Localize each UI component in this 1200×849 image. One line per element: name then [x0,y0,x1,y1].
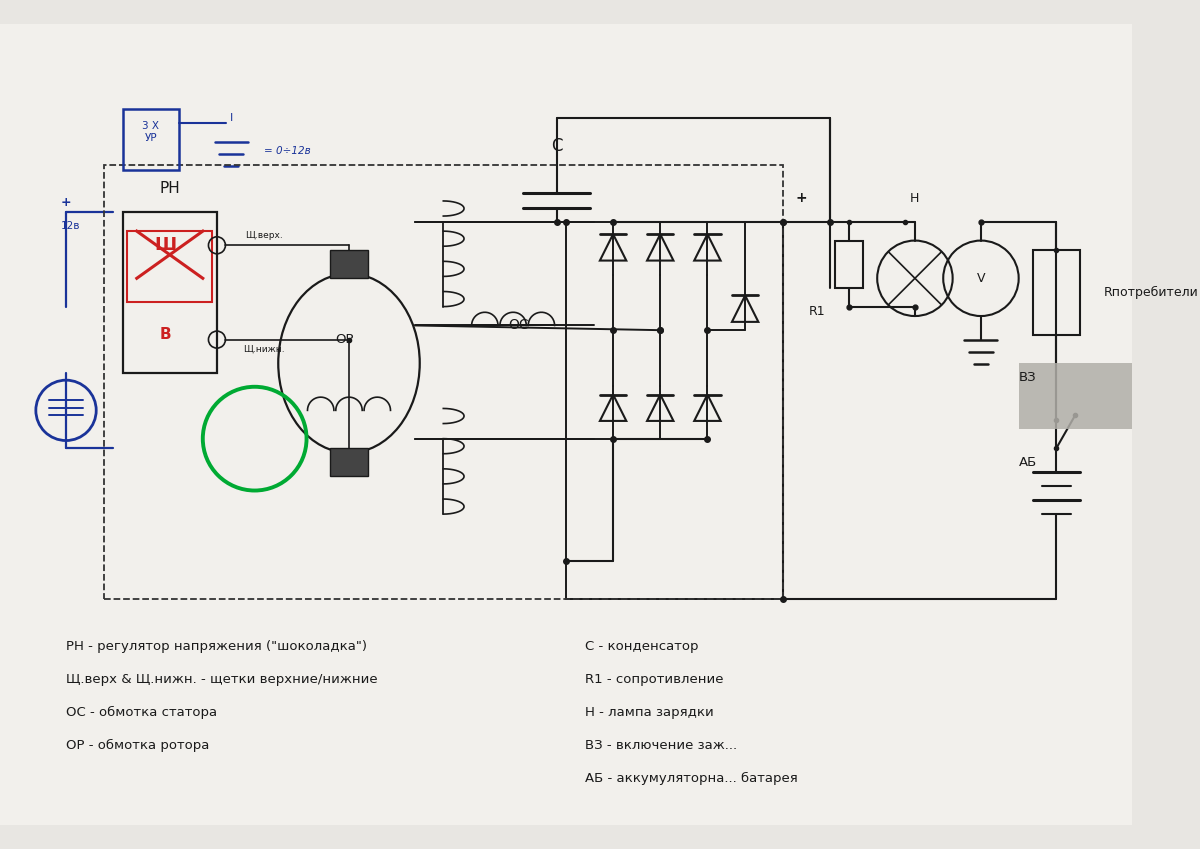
Bar [122,109,179,170]
Text: АБ: АБ [1019,456,1037,469]
Text: V: V [977,272,985,284]
Text: Rпотребители: Rпотребители [1104,286,1199,299]
Bar [330,250,368,278]
Text: РН: РН [160,181,180,196]
Text: ОР - обмотка ротора: ОР - обмотка ротора [66,739,210,751]
Text: ВЗ - включение заж...: ВЗ - включение заж... [584,739,737,751]
Text: Щ.верх.: Щ.верх. [245,232,283,240]
Text: АБ - аккумуляторна... батарея: АБ - аккумуляторна... батарея [584,772,798,784]
Text: R1: R1 [809,305,826,318]
Text: C: C [551,138,563,155]
Text: ОС - обмотка статора: ОС - обмотка статора [66,706,217,719]
Bar [835,240,863,288]
Text: +: + [796,191,808,205]
Text: Н - лампа зарядки: Н - лампа зарядки [584,706,714,719]
Text: ОР: ОР [335,333,354,346]
Bar [1019,363,1200,430]
Bar [1033,250,1080,335]
Text: ОС: ОС [509,318,529,333]
Bar [330,448,368,476]
Text: Щ.нижн.: Щ.нижн. [244,345,284,353]
Text: Щ.верх & Щ.нижн. - щетки верхние/нижние: Щ.верх & Щ.нижн. - щетки верхние/нижние [66,672,378,686]
Text: +: + [61,196,71,210]
Text: 12в: 12в [61,222,80,232]
Text: РН - регулятор напряжения ("шоколадка"): РН - регулятор напряжения ("шоколадка") [66,639,367,653]
Text: = 0÷12в: = 0÷12в [264,146,311,156]
Text: Ш: Ш [154,236,176,255]
Text: H: H [911,192,919,205]
Text: В: В [160,328,170,342]
Text: ВЗ: ВЗ [1019,371,1037,384]
Text: C - конденсатор: C - конденсатор [584,639,698,653]
Text: I: I [229,113,233,123]
Bar [103,165,782,599]
Text: 3 Х
УР: 3 Х УР [143,121,160,143]
Bar [122,212,217,373]
Text: R1 - сопротивление: R1 - сопротивление [584,672,724,686]
Bar [127,231,212,302]
